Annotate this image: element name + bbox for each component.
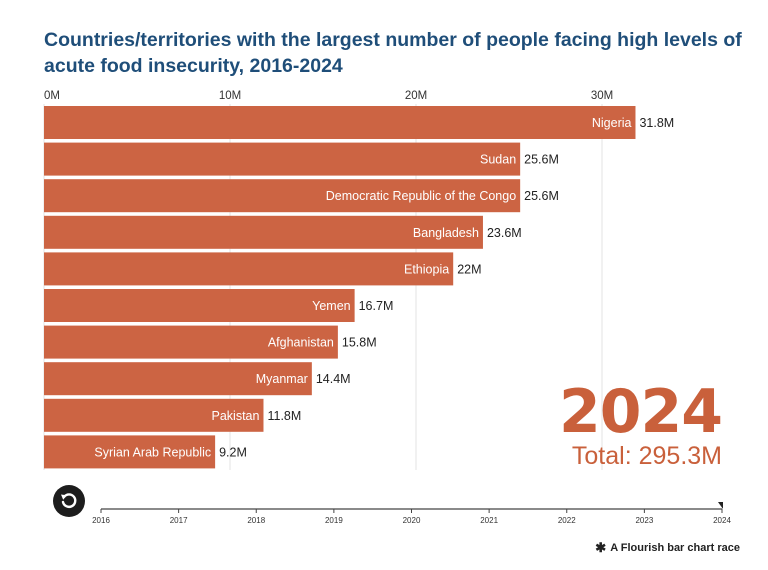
x-tick-label: 10M <box>219 90 241 102</box>
bar <box>44 435 216 469</box>
bar-category-label: Democratic Republic of the Congo <box>326 189 516 203</box>
bar-value-label: 16.7M <box>359 299 394 313</box>
timeline-position-marker <box>718 502 723 509</box>
bar <box>44 325 338 359</box>
bar-value-label: 23.6M <box>487 226 522 240</box>
bar-value-label: 9.2M <box>219 445 247 459</box>
bar-category-label: Syrian Arab Republic <box>94 445 211 459</box>
bar-value-label: 25.6M <box>524 189 559 203</box>
timeline-year-label: 2021 <box>480 516 498 525</box>
current-year-label: 2024 <box>559 377 723 447</box>
timeline-year-label: 2024 <box>713 516 731 525</box>
timeline-year-label: 2018 <box>247 516 265 525</box>
bar-value-label: 25.6M <box>524 153 559 167</box>
bar <box>44 215 483 249</box>
bar <box>44 362 312 396</box>
total-label: Total: 295.3M <box>571 442 722 470</box>
bar <box>44 179 521 213</box>
timeline-year-label: 2019 <box>325 516 343 525</box>
chart-title: Countries/territories with the largest n… <box>44 29 742 77</box>
attribution-text: A Flourish bar chart race <box>610 541 740 554</box>
bar <box>44 289 355 322</box>
bar <box>44 398 264 432</box>
timeline-year-label: 2016 <box>92 516 110 525</box>
attribution[interactable]: ✱ A Flourish bar chart race <box>595 541 740 554</box>
timeline-year-label: 2017 <box>170 516 188 525</box>
bar-value-label: 22M <box>457 262 481 276</box>
bar <box>44 252 454 286</box>
bar-value-label: 31.8M <box>639 116 674 130</box>
x-tick-label: 30M <box>591 90 613 102</box>
bar-category-label: Pakistan <box>212 409 260 423</box>
x-tick-label: 0M <box>44 90 60 102</box>
bar-category-label: Yemen <box>312 299 351 313</box>
bar-category-label: Sudan <box>480 153 516 167</box>
replay-button[interactable] <box>53 485 85 517</box>
bar-value-label: 11.8M <box>267 409 301 423</box>
bar <box>44 106 636 139</box>
bar-value-label: 14.4M <box>316 372 351 386</box>
bar-value-label: 15.8M <box>342 336 377 350</box>
bar-category-label: Afghanistan <box>268 336 334 350</box>
bar-category-label: Bangladesh <box>413 226 479 240</box>
bar-category-label: Nigeria <box>592 116 632 130</box>
timeline-year-label: 2023 <box>635 516 653 525</box>
bar <box>44 142 521 176</box>
timeline-year-label: 2020 <box>403 516 421 525</box>
bar-category-label: Ethiopia <box>404 262 449 276</box>
bar-category-label: Myanmar <box>256 372 308 386</box>
timeline-year-label: 2022 <box>558 516 576 525</box>
flourish-asterisk-icon: ✱ <box>595 540 607 555</box>
x-tick-label: 20M <box>405 90 427 102</box>
replay-icon <box>61 493 77 509</box>
